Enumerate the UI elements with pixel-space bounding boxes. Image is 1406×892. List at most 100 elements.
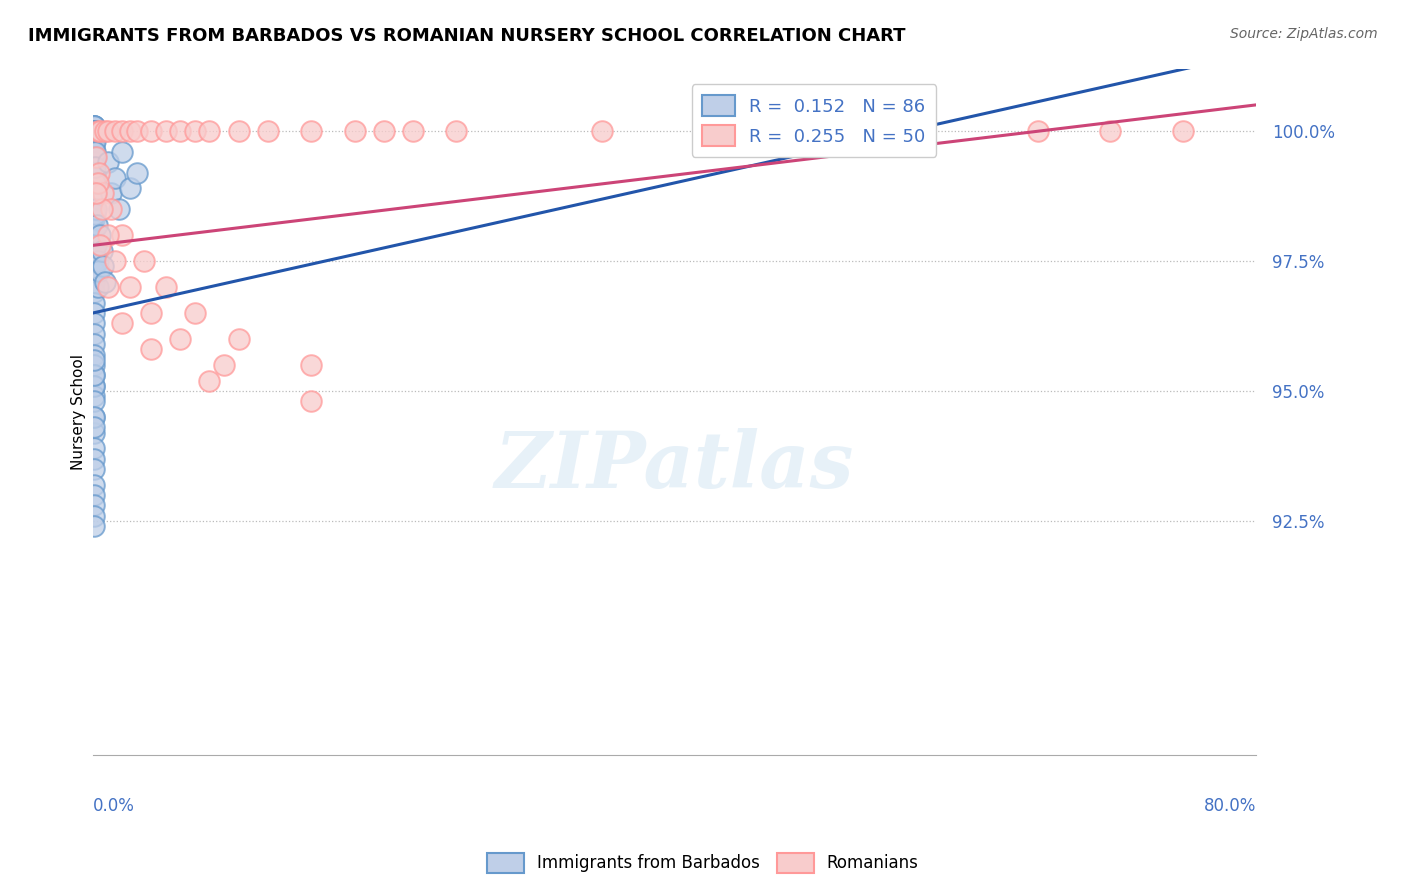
Point <box>83 129 105 144</box>
Point <box>83 498 105 512</box>
Point <box>83 285 105 299</box>
Point <box>83 316 105 330</box>
Point <box>83 119 105 133</box>
Point <box>94 275 117 289</box>
Point <box>83 477 105 491</box>
Point <box>83 170 105 185</box>
Point <box>83 519 105 533</box>
Point <box>84 202 107 216</box>
Point <box>111 227 134 242</box>
Point <box>84 238 107 252</box>
Point <box>83 124 105 138</box>
Point <box>111 316 134 330</box>
Point <box>446 124 468 138</box>
Point <box>89 238 111 252</box>
Point <box>83 134 105 148</box>
Point <box>111 145 134 159</box>
Point <box>1171 124 1194 138</box>
Point <box>104 124 127 138</box>
Point <box>89 124 111 138</box>
Text: 0.0%: 0.0% <box>93 797 135 814</box>
Point <box>83 368 105 383</box>
Point <box>83 326 105 341</box>
Point <box>83 508 105 523</box>
Point <box>256 124 278 138</box>
Point <box>87 280 110 294</box>
Point <box>83 352 105 367</box>
Point <box>83 337 105 351</box>
Point <box>83 378 105 392</box>
Y-axis label: Nursery School: Nursery School <box>72 354 86 470</box>
Point <box>108 202 131 216</box>
Point <box>83 155 105 169</box>
Point <box>87 264 110 278</box>
Point <box>83 462 105 476</box>
Point <box>87 165 110 179</box>
Point <box>83 275 105 289</box>
Point <box>83 165 105 179</box>
Point <box>86 254 108 268</box>
Point <box>83 176 105 190</box>
Point <box>83 119 105 133</box>
Point <box>84 124 107 138</box>
Point <box>83 124 105 138</box>
Text: 80.0%: 80.0% <box>1204 797 1256 814</box>
Text: IMMIGRANTS FROM BARBADOS VS ROMANIAN NURSERY SCHOOL CORRELATION CHART: IMMIGRANTS FROM BARBADOS VS ROMANIAN NUR… <box>28 27 905 45</box>
Point <box>125 165 148 179</box>
Point <box>111 124 134 138</box>
Point <box>83 124 105 138</box>
Point <box>118 124 141 138</box>
Point <box>299 394 322 409</box>
Point <box>83 409 105 424</box>
Point <box>86 218 108 232</box>
Point <box>83 186 105 201</box>
Point <box>198 374 221 388</box>
Point <box>104 170 127 185</box>
Point <box>591 124 613 138</box>
Point <box>83 139 105 153</box>
Point <box>169 332 191 346</box>
Legend: R =  0.152   N = 86, R =  0.255   N = 50: R = 0.152 N = 86, R = 0.255 N = 50 <box>692 85 936 157</box>
Point <box>83 306 105 320</box>
Point <box>83 420 105 434</box>
Point <box>83 129 105 144</box>
Point <box>184 124 207 138</box>
Point <box>100 202 122 216</box>
Point <box>125 124 148 138</box>
Point <box>83 145 105 159</box>
Point <box>83 181 105 195</box>
Point <box>373 124 395 138</box>
Point <box>83 389 105 403</box>
Point <box>83 233 105 247</box>
Point <box>83 119 105 133</box>
Text: Source: ZipAtlas.com: Source: ZipAtlas.com <box>1230 27 1378 41</box>
Text: ZIPatlas: ZIPatlas <box>495 428 855 505</box>
Point <box>299 358 322 372</box>
Point <box>155 280 177 294</box>
Point <box>402 124 425 138</box>
Point <box>89 227 111 242</box>
Point <box>83 202 105 216</box>
Point <box>212 358 235 372</box>
Point <box>83 119 105 133</box>
Point <box>118 181 141 195</box>
Point <box>198 124 221 138</box>
Point <box>83 192 105 206</box>
Point <box>83 254 105 268</box>
Point <box>343 124 366 138</box>
Point <box>90 244 112 258</box>
Point <box>83 124 105 138</box>
Point <box>83 186 105 201</box>
Point <box>83 441 105 455</box>
Point <box>83 212 105 227</box>
Point <box>83 358 105 372</box>
Point <box>83 488 105 502</box>
Point <box>83 264 105 278</box>
Point <box>94 124 117 138</box>
Point <box>93 186 115 201</box>
Point <box>83 451 105 466</box>
Point <box>83 244 105 258</box>
Point <box>1026 124 1049 138</box>
Point <box>83 368 105 383</box>
Point <box>1099 124 1122 138</box>
